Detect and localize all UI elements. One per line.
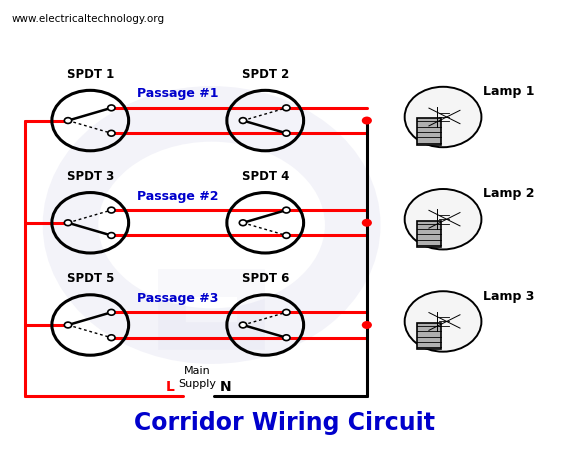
Text: SPDT 2: SPDT 2 — [242, 68, 289, 81]
Circle shape — [108, 335, 115, 341]
Circle shape — [283, 207, 290, 213]
Text: Lamp 1: Lamp 1 — [483, 85, 534, 98]
Circle shape — [108, 207, 115, 213]
Circle shape — [239, 220, 247, 225]
Circle shape — [405, 87, 482, 147]
Text: SPDT 3: SPDT 3 — [67, 170, 114, 183]
Text: L: L — [166, 380, 175, 394]
Text: SPDT 1: SPDT 1 — [67, 68, 114, 81]
Circle shape — [64, 220, 72, 225]
Circle shape — [108, 130, 115, 136]
Text: Passage #3: Passage #3 — [137, 292, 218, 305]
Circle shape — [64, 117, 72, 123]
Circle shape — [283, 105, 290, 111]
Circle shape — [239, 117, 247, 123]
Circle shape — [239, 322, 247, 328]
Text: Corridor Wiring Circuit: Corridor Wiring Circuit — [135, 411, 435, 435]
Circle shape — [283, 130, 290, 136]
Circle shape — [405, 189, 482, 249]
Text: Passage #1: Passage #1 — [137, 87, 218, 100]
Circle shape — [362, 321, 372, 329]
Circle shape — [108, 233, 115, 238]
Bar — [417, 220, 441, 247]
Text: Main: Main — [184, 366, 211, 376]
Circle shape — [108, 105, 115, 111]
Text: Passage #2: Passage #2 — [137, 189, 218, 202]
Text: www.electricaltechnology.org: www.electricaltechnology.org — [11, 14, 164, 24]
Bar — [172, 283, 251, 336]
Bar — [417, 323, 441, 350]
Text: SPDT 6: SPDT 6 — [242, 272, 289, 285]
Circle shape — [405, 291, 482, 351]
Circle shape — [283, 335, 290, 341]
Circle shape — [283, 310, 290, 315]
Text: Supply: Supply — [178, 379, 217, 389]
Circle shape — [283, 233, 290, 238]
Circle shape — [362, 117, 372, 125]
Text: Lamp 2: Lamp 2 — [483, 187, 534, 200]
Circle shape — [362, 219, 372, 227]
Circle shape — [108, 310, 115, 315]
Text: SPDT 4: SPDT 4 — [242, 170, 289, 183]
Bar — [417, 118, 441, 145]
Text: N: N — [220, 380, 232, 394]
Text: Lamp 3: Lamp 3 — [483, 290, 534, 302]
Circle shape — [64, 322, 72, 328]
Text: SPDT 5: SPDT 5 — [67, 272, 114, 285]
